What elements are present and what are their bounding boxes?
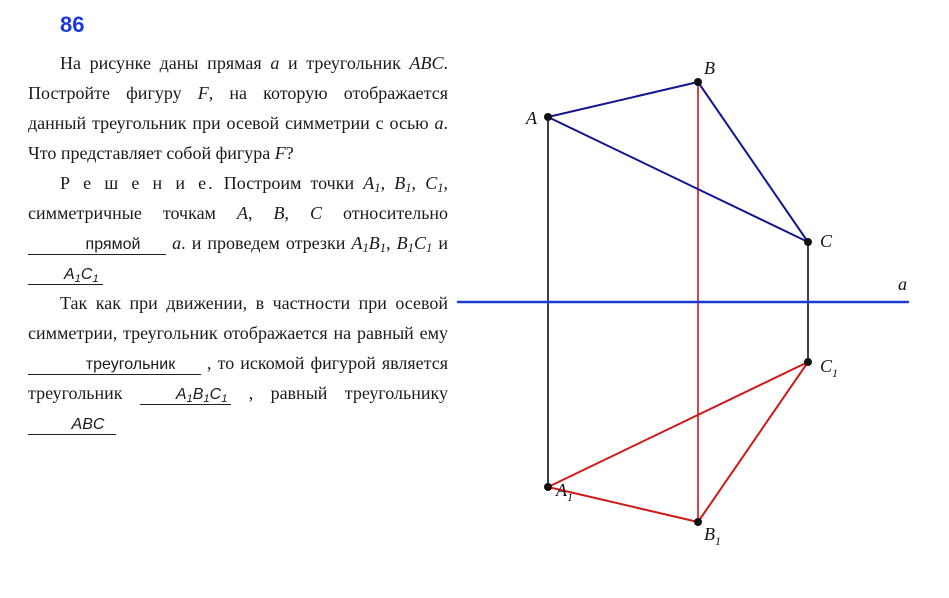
page: 86 На рисунке даны прямая a и треугольни… [0,0,949,438]
text: относительно [322,203,448,223]
blank-1: прямой [28,236,166,255]
paragraph-3: Так как при движении, в частности при ос… [28,288,448,438]
var-a: a [435,113,444,133]
text: . и проведем отрезки [181,233,351,253]
edge-CA [548,117,808,242]
blank-4: A1B1C1 [140,386,232,405]
var-a: a [172,233,181,253]
edge-B1C1 [698,362,808,522]
pt: A1 [363,173,380,193]
problem-number: 86 [60,12,448,38]
point-B1 [694,518,702,526]
blank-2: A1C1 [28,266,103,285]
text: ? [286,143,294,163]
pt: C1 [425,173,443,193]
text: Так как при движении, в частности при ос… [28,293,448,343]
text: и [432,233,448,253]
pt: B [273,203,284,223]
var-F: F [275,143,286,163]
pt: A [237,203,248,223]
point-C1 [804,358,812,366]
point-B [694,78,702,86]
var-abc: ABC [410,53,444,73]
point-label: B [704,58,715,78]
solution-label: Р е ш е н и е. [60,173,215,193]
text: На рисунке даны прямая [60,53,270,73]
point-C [804,238,812,246]
geometry-figure: A B C A1 B1 C1 a [448,12,928,582]
paragraph-1: На рисунке даны прямая a и треугольник A… [28,48,448,168]
point-label: A1 [555,480,573,504]
body-text: На рисунке даны прямая a и треугольник A… [28,48,448,438]
paragraph-2: Р е ш е н и е. Построим точки A1, B1, C1… [28,168,448,288]
edge-C1A1 [548,362,808,487]
edge-AB [548,82,698,117]
point-label: C [820,231,833,251]
point-A [544,113,552,121]
seg: B1C1 [397,233,433,253]
var-a: a [270,53,279,73]
edge-BC [698,82,808,242]
point-label: B1 [704,524,721,548]
text-column: 86 На рисунке даны прямая a и треугольни… [28,12,448,438]
text: Построим точки [215,173,364,193]
pt: C [310,203,322,223]
pt: B1 [394,173,411,193]
text: и треугольник [279,53,409,73]
point-label: A [525,108,538,128]
text: , равный треугольнику [231,383,448,403]
axis-label: a [898,274,907,294]
point-A1 [544,483,552,491]
blank-3: треугольник [28,356,201,375]
var-F: F [198,83,209,103]
seg: A1B1 [351,233,386,253]
point-label: C1 [820,356,838,380]
blank-5: ABC [28,416,116,435]
figure-column: ABCA1B1C1a [448,12,931,438]
